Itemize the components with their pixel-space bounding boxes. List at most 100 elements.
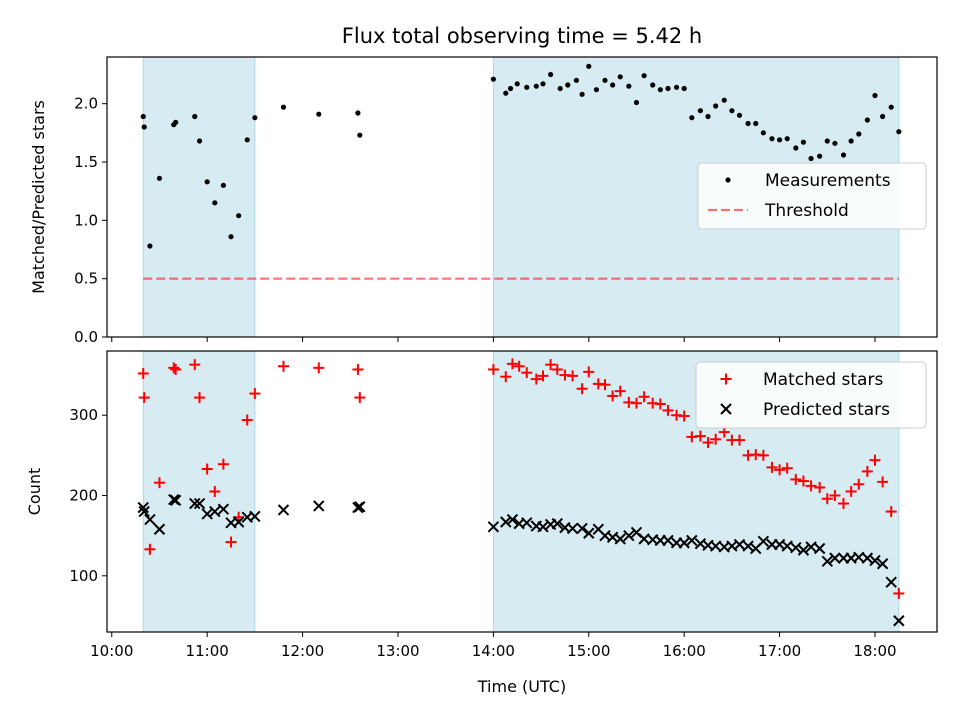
matched-star-point	[277, 360, 289, 372]
matched-star-point	[513, 360, 525, 372]
measurement-point	[753, 120, 759, 127]
measurement-point	[721, 97, 727, 103]
measurement-point	[602, 77, 608, 83]
measurement-point	[864, 117, 870, 123]
predicted-star-point	[354, 501, 366, 513]
measurement-point	[896, 129, 902, 135]
predicted-star-point	[733, 538, 746, 551]
measurement-point	[524, 84, 530, 90]
predicted-star-point	[537, 521, 549, 533]
matched-star-point	[630, 397, 642, 409]
measurement-point	[657, 87, 663, 93]
x-tick-label: 10:00	[90, 642, 133, 660]
measurement-point	[776, 137, 783, 143]
legend-marker	[720, 403, 732, 415]
predicted-star-point	[678, 537, 690, 549]
measurement-point	[808, 155, 814, 162]
measurement-point	[832, 140, 838, 146]
predicted-star-point	[487, 521, 500, 533]
measurement-point	[745, 120, 751, 127]
matched-star-point	[138, 392, 150, 404]
y-axis-label: Count	[25, 468, 44, 516]
measurement-point	[204, 179, 210, 185]
predicted-star-point	[277, 504, 290, 516]
predicted-star-point	[662, 534, 674, 547]
measurement-point	[713, 103, 719, 109]
y-tick-label: 200	[69, 487, 98, 505]
matched-star-point	[225, 536, 237, 548]
measurement-point	[196, 138, 203, 144]
matched-star-point	[797, 475, 809, 487]
data-points	[140, 63, 902, 249]
legend-label: Measurements	[765, 171, 891, 191]
measurement-point	[252, 115, 258, 121]
matched-star-point	[537, 370, 549, 382]
measurement-point	[147, 243, 153, 249]
matched-star-point	[838, 498, 850, 510]
predicted-star-point	[805, 541, 817, 553]
measurement-point	[228, 234, 234, 240]
x-axis-label: Time (UTC)	[477, 677, 566, 696]
matched-star-point	[521, 367, 533, 379]
x-tick-label: 17:00	[758, 642, 801, 660]
matched-star-point	[710, 433, 722, 445]
matched-star-point	[545, 359, 557, 371]
matched-star-point	[805, 480, 817, 492]
measurement-point	[141, 124, 147, 130]
measurement-point	[769, 136, 775, 142]
measurement-point	[610, 82, 616, 88]
predicted-star-point	[566, 522, 579, 535]
matched-star-point	[694, 430, 706, 442]
measurement-point	[848, 138, 854, 144]
measurement-point	[641, 73, 647, 79]
measurement-point	[784, 136, 790, 142]
matched-star-point	[153, 477, 165, 489]
measurement-point	[316, 111, 322, 117]
x-tick-label: 13:00	[376, 642, 419, 660]
predicted-star-point	[861, 552, 874, 564]
predicted-star-point	[790, 541, 802, 554]
predicted-star-point	[209, 505, 221, 518]
y-tick-label: 100	[69, 567, 98, 585]
measurement-point	[244, 137, 250, 143]
measurement-point	[503, 90, 509, 96]
measurement-point	[689, 115, 695, 121]
measurement-point	[548, 71, 554, 78]
measurement-point	[156, 175, 163, 181]
measurement-point	[280, 104, 287, 110]
matched-star-point	[241, 414, 253, 426]
measurement-point	[593, 87, 600, 93]
predicted-star-point	[797, 544, 810, 556]
matched-star-point	[662, 404, 674, 416]
matched-star-point	[209, 486, 221, 497]
predicted-star-point	[821, 555, 833, 568]
predicted-star-point	[686, 534, 698, 547]
y-axis-label: Matched/Predicted stars	[29, 100, 48, 294]
measurement-point	[565, 82, 571, 88]
measurement-point	[681, 85, 687, 92]
matched-star-point	[144, 543, 156, 555]
matched-star-point	[189, 359, 201, 371]
matched-star-point	[845, 486, 857, 497]
measurement-point	[140, 113, 146, 120]
predicted-star-point	[885, 576, 897, 588]
legend: Measurements Threshold	[697, 162, 927, 230]
matched-star-point	[757, 449, 769, 461]
y-tick-label: 300	[69, 406, 98, 424]
matched-star-point	[506, 358, 518, 370]
legend-label: Predicted stars	[763, 400, 890, 420]
predicted-star-point	[893, 615, 905, 627]
predicted-star-point	[500, 516, 512, 528]
axes-frame	[106, 56, 938, 338]
predicted-star-point	[137, 501, 149, 514]
measurement-point	[220, 182, 226, 188]
x-tick-label: 16:00	[663, 642, 706, 660]
legend-box	[695, 361, 927, 429]
x-tick-label: 11:00	[186, 642, 229, 660]
measurement-point	[490, 76, 496, 82]
predicted-star-point	[813, 542, 826, 555]
predicted-star-point	[232, 516, 245, 528]
matched-star-point	[821, 493, 833, 505]
predicted-star-point	[201, 508, 213, 520]
